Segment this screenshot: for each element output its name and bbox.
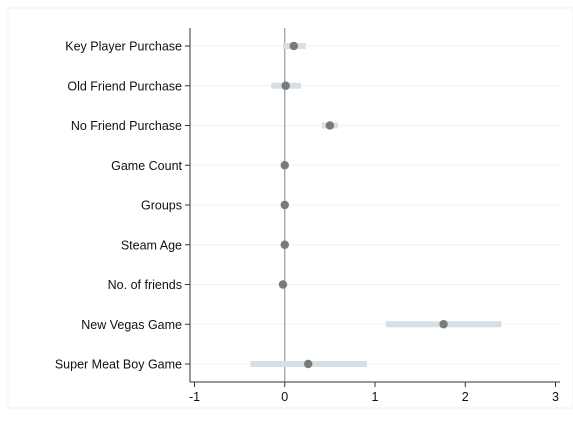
grid-lines bbox=[190, 45, 560, 365]
x-tick-label: 3 bbox=[552, 390, 559, 404]
point-estimate bbox=[280, 200, 289, 210]
point-estimate bbox=[280, 240, 289, 249]
x-tick-label: -1 bbox=[189, 390, 200, 404]
y-tick-label: Game Count bbox=[111, 159, 182, 173]
point-estimate bbox=[289, 41, 298, 51]
y-tick-label: No. of friends bbox=[108, 278, 182, 292]
y-tick-label: Super Meat Boy Game bbox=[55, 358, 182, 372]
y-tick-label: Key Player Purchase bbox=[65, 40, 182, 54]
x-tick-label: 1 bbox=[372, 390, 379, 404]
x-tick-label: 2 bbox=[462, 390, 469, 404]
y-tick-label: Steam Age bbox=[121, 238, 182, 252]
y-tick-label: Groups bbox=[141, 199, 182, 213]
axes: Key Player Purchase Old Friend Purchase No… bbox=[55, 28, 560, 404]
x-tick-label: 0 bbox=[281, 390, 288, 404]
y-tick-label: New Vegas Game bbox=[81, 318, 182, 332]
point-estimate bbox=[439, 320, 448, 329]
point-estimate bbox=[325, 121, 335, 130]
y-tick-label: Old Friend Purchase bbox=[67, 79, 182, 93]
y-tick-label: No Friend Purchase bbox=[71, 119, 182, 133]
chart-frame bbox=[7, 7, 573, 409]
point-estimates bbox=[278, 41, 448, 369]
point-estimate bbox=[280, 161, 289, 170]
point-estimate bbox=[278, 280, 288, 289]
point-estimate bbox=[304, 359, 313, 369]
point-estimate bbox=[281, 81, 290, 90]
